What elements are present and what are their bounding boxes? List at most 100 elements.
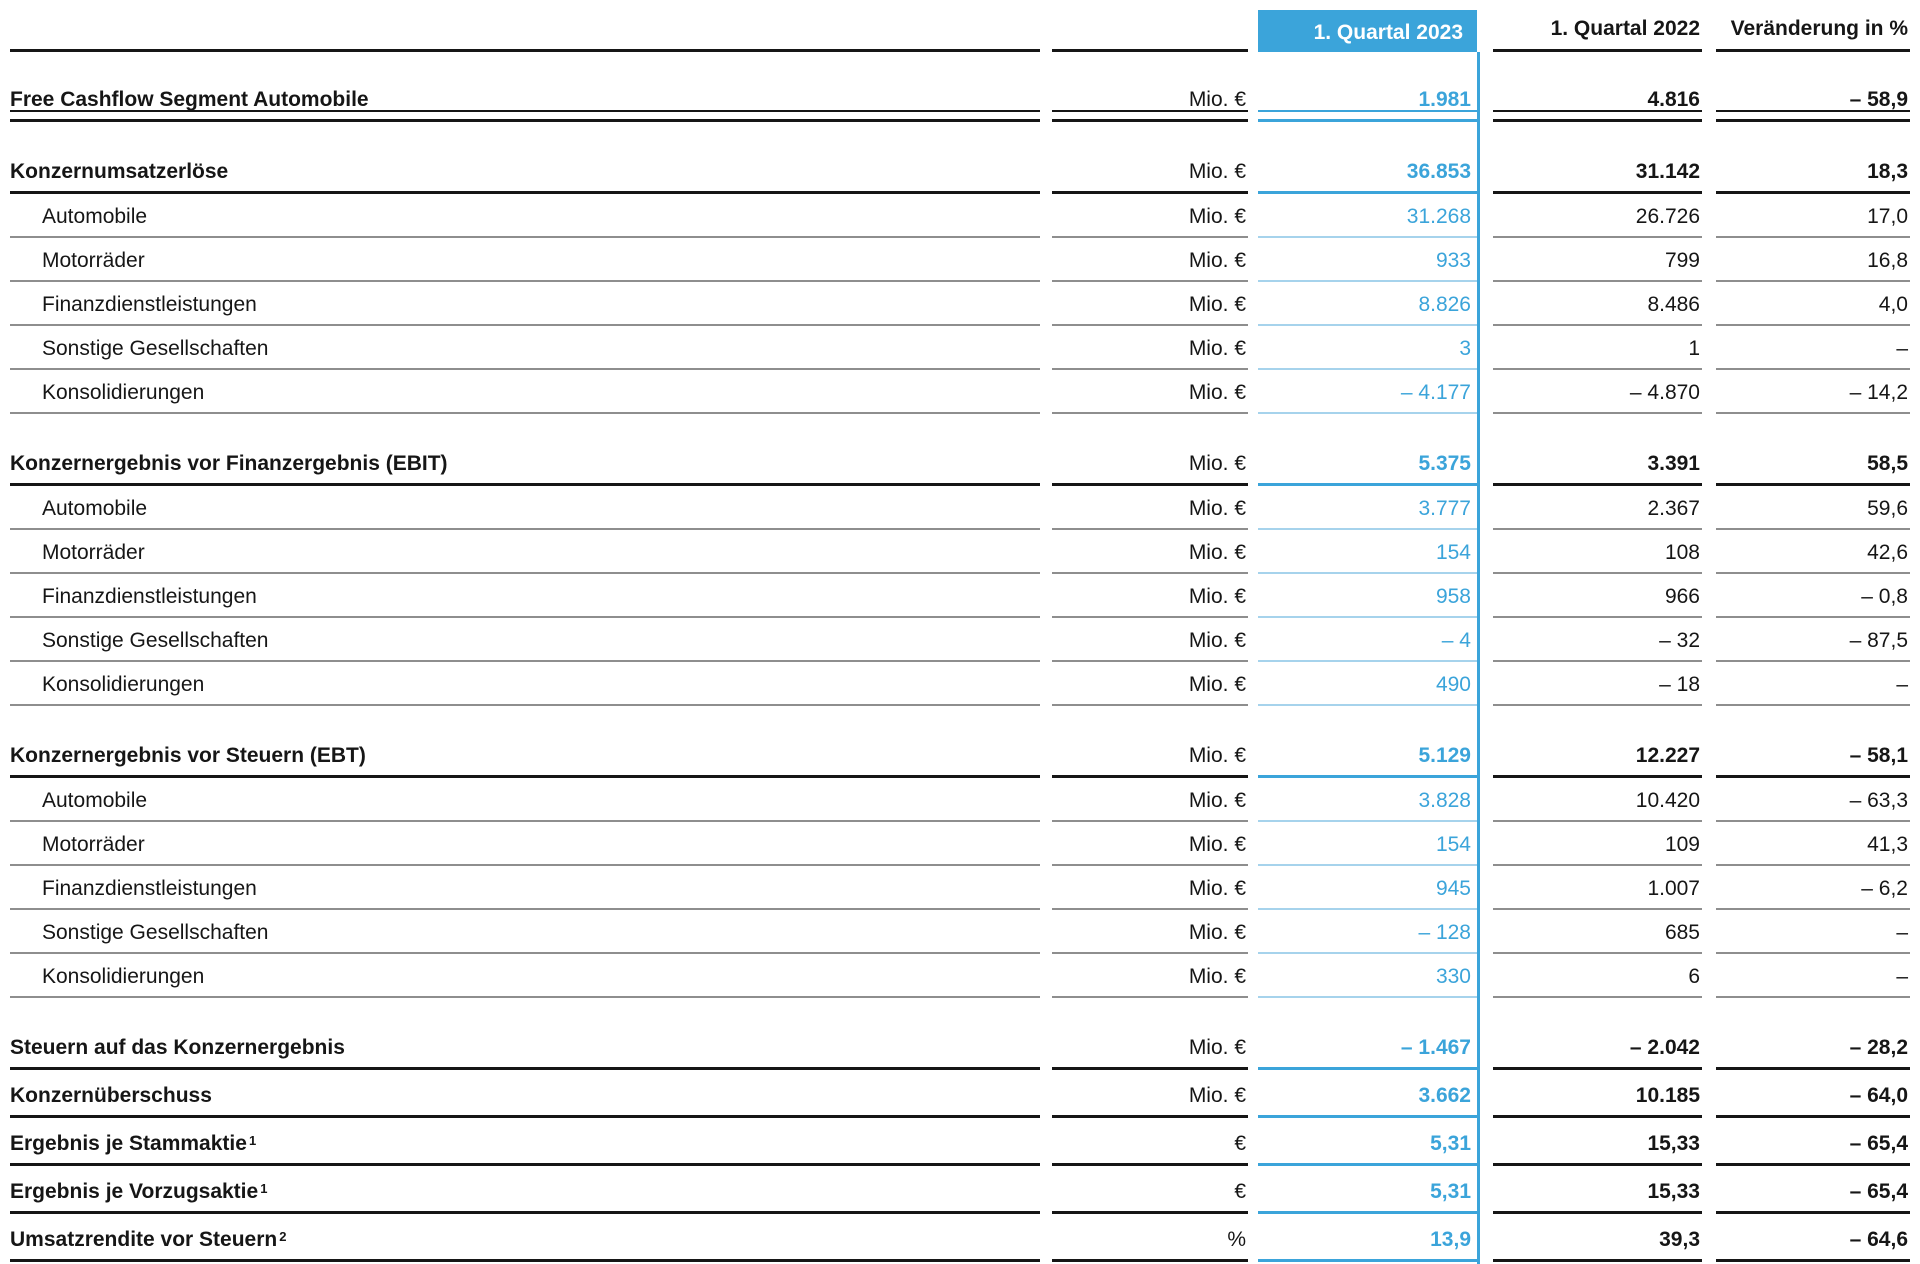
row-unit: Mio. €: [1052, 910, 1248, 954]
value-q1-2022: 31.142: [1493, 146, 1702, 194]
row-unit: Mio. €: [1052, 574, 1248, 618]
table-row: Konsolidierungen Mio. € 490 – 18 –: [10, 662, 1910, 706]
value-q1-2022: – 4.870: [1493, 370, 1702, 414]
column-gap: [1248, 438, 1258, 486]
table-row: Ergebnis je Vorzugsaktie 1 € 5,31 15,33 –…: [10, 1166, 1910, 1214]
row-label: Steuern auf das Konzernergebnis: [10, 1022, 1040, 1070]
column-gap: [1702, 662, 1716, 706]
column-gap: [1248, 822, 1258, 866]
header-unit-spacer: [1052, 4, 1248, 52]
column-gap: [1040, 1118, 1052, 1166]
row-unit: Mio. €: [1052, 370, 1248, 414]
column-gap: [1040, 574, 1052, 618]
value-q1-2022: 799: [1493, 238, 1702, 282]
value-q1-2022: 4.816: [1493, 74, 1702, 122]
col-header-q1-2023: 1. Quartal 2023: [1258, 10, 1477, 52]
row-label: Ergebnis je Stammaktie 1: [10, 1118, 1040, 1166]
table-body: Free Cashflow Segment Automobile Mio. € …: [10, 74, 1910, 1262]
footnote-marker: 2: [279, 1229, 287, 1244]
column-gap: [1248, 370, 1258, 414]
table-row: Finanzdienstleistungen Mio. € 8.826 8.48…: [10, 282, 1910, 326]
row-unit: Mio. €: [1052, 194, 1248, 238]
table-row: Umsatzrendite vor Steuern 2 % 13,9 39,3 –…: [10, 1214, 1910, 1262]
column-gap: [1040, 74, 1052, 122]
value-q1-2022: 966: [1493, 574, 1702, 618]
column-gap: [1702, 866, 1716, 910]
value-change-percent: – 63,3: [1716, 778, 1910, 822]
row-label: Sonstige Gesellschaften: [10, 618, 1040, 662]
row-unit: Mio. €: [1052, 954, 1248, 998]
table-row: Motorräder Mio. € 154 108 42,6: [10, 530, 1910, 574]
column-gap: [1040, 1214, 1052, 1262]
row-unit: Mio. €: [1052, 438, 1248, 486]
column-gap: [1248, 326, 1258, 370]
row-unit: €: [1052, 1118, 1248, 1166]
row-unit: Mio. €: [1052, 778, 1248, 822]
value-q1-2023: 13,9: [1258, 1214, 1477, 1262]
value-q1-2023: 958: [1258, 574, 1477, 618]
row-unit: Mio. €: [1052, 1070, 1248, 1118]
col-header-q1-2022: 1. Quartal 2022: [1493, 4, 1702, 52]
value-q1-2022: 15,33: [1493, 1166, 1702, 1214]
value-q1-2023: 154: [1258, 530, 1477, 574]
table-row: Free Cashflow Segment Automobile Mio. € …: [10, 74, 1910, 122]
value-q1-2022: 8.486: [1493, 282, 1702, 326]
column-gap: [1040, 438, 1052, 486]
value-change-percent: – 65,4: [1716, 1166, 1910, 1214]
value-change-percent: – 14,2: [1716, 370, 1910, 414]
col-header-change-percent: Veränderung in %: [1716, 4, 1910, 52]
row-unit: Mio. €: [1052, 238, 1248, 282]
row-label: Konsolidierungen: [10, 370, 1040, 414]
column-gap: [1248, 530, 1258, 574]
row-label: Finanzdienstleistungen: [10, 866, 1040, 910]
value-change-percent: – 6,2: [1716, 866, 1910, 910]
table-row: Motorräder Mio. € 933 799 16,8: [10, 238, 1910, 282]
row-unit: Mio. €: [1052, 146, 1248, 194]
value-change-percent: 4,0: [1716, 282, 1910, 326]
value-change-percent: 17,0: [1716, 194, 1910, 238]
value-q1-2023: 154: [1258, 822, 1477, 866]
column-gap: [1248, 618, 1258, 662]
table-row: Automobile Mio. € 3.828 10.420 – 63,3: [10, 778, 1910, 822]
value-change-percent: – 87,5: [1716, 618, 1910, 662]
table-row: Automobile Mio. € 3.777 2.367 59,6: [10, 486, 1910, 530]
row-label: Free Cashflow Segment Automobile: [10, 74, 1040, 122]
column-gap: [1040, 238, 1052, 282]
value-q1-2022: 39,3: [1493, 1214, 1702, 1262]
row-unit: Mio. €: [1052, 486, 1248, 530]
value-change-percent: – 64,0: [1716, 1070, 1910, 1118]
row-label: Automobile: [10, 486, 1040, 530]
table-row: Sonstige Gesellschaften Mio. € – 128 685…: [10, 910, 1910, 954]
value-change-percent: –: [1716, 326, 1910, 370]
value-q1-2023: 5,31: [1258, 1166, 1477, 1214]
column-gap: [1702, 778, 1716, 822]
value-q1-2022: 685: [1493, 910, 1702, 954]
column-gap: [1040, 326, 1052, 370]
value-q1-2023: 5,31: [1258, 1118, 1477, 1166]
column-gap: [1702, 74, 1716, 122]
column-gap: [1040, 1070, 1052, 1118]
value-q1-2022: 6: [1493, 954, 1702, 998]
value-q1-2023: 5.129: [1258, 730, 1477, 778]
column-gap: [1702, 1022, 1716, 1070]
value-q1-2023: 3.828: [1258, 778, 1477, 822]
value-change-percent: – 58,1: [1716, 730, 1910, 778]
value-change-percent: –: [1716, 662, 1910, 706]
column-gap: [1477, 4, 1493, 52]
value-q1-2022: 108: [1493, 530, 1702, 574]
value-q1-2023: 945: [1258, 866, 1477, 910]
value-change-percent: 18,3: [1716, 146, 1910, 194]
value-q1-2023: – 4.177: [1258, 370, 1477, 414]
table-row: Konzernumsatzerlöse Mio. € 36.853 31.142…: [10, 146, 1910, 194]
column-gap: [1248, 662, 1258, 706]
column-gap: [1248, 194, 1258, 238]
column-gap: [1248, 146, 1258, 194]
column-gap: [1040, 730, 1052, 778]
column-gap: [1248, 1070, 1258, 1118]
column-gap: [1702, 1118, 1716, 1166]
column-gap: [1702, 438, 1716, 486]
column-gap: [1702, 146, 1716, 194]
column-gap: [1702, 530, 1716, 574]
table-row: Automobile Mio. € 31.268 26.726 17,0: [10, 194, 1910, 238]
column-gap: [1248, 486, 1258, 530]
